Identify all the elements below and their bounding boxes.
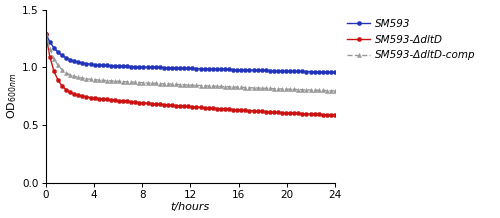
- SM593-ΔdltD-comp: [84, 77, 89, 80]
- Line: SM593-ΔdltD-comp: SM593-ΔdltD-comp: [44, 32, 337, 93]
- SM593-ΔdltD: [226, 108, 232, 111]
- Line: SM593-ΔdltD: SM593-ΔdltD: [44, 32, 337, 117]
- SM593-ΔdltD: [84, 96, 89, 98]
- Legend: SM593, SM593-ΔdltD, SM593-ΔdltD-comp: SM593, SM593-ΔdltD, SM593-ΔdltD-comp: [343, 15, 480, 65]
- SM593-ΔdltD: [42, 32, 48, 35]
- SM593-ΔdltD-comp: [42, 33, 48, 36]
- SM593-ΔdltD-comp: [112, 80, 118, 82]
- SM593: [332, 71, 338, 73]
- SM593: [226, 68, 232, 71]
- SM593: [140, 66, 146, 68]
- Y-axis label: OD$_{600nm}$: OD$_{600nm}$: [6, 73, 20, 119]
- SM593: [206, 68, 212, 70]
- SM593: [238, 68, 244, 71]
- SM593-ΔdltD: [238, 109, 244, 111]
- SM593-ΔdltD: [112, 99, 118, 102]
- SM593-ΔdltD: [140, 102, 146, 104]
- SM593-ΔdltD: [206, 107, 212, 109]
- SM593-ΔdltD: [332, 114, 338, 116]
- SM593: [84, 62, 89, 65]
- SM593-ΔdltD-comp: [226, 85, 232, 88]
- SM593: [42, 32, 48, 35]
- SM593: [112, 65, 118, 67]
- SM593-ΔdltD-comp: [206, 85, 212, 87]
- SM593-ΔdltD-comp: [140, 82, 146, 84]
- Line: SM593: SM593: [44, 32, 337, 74]
- X-axis label: t/hours: t/hours: [170, 203, 210, 213]
- SM593-ΔdltD-comp: [332, 90, 338, 92]
- SM593-ΔdltD-comp: [238, 86, 244, 89]
